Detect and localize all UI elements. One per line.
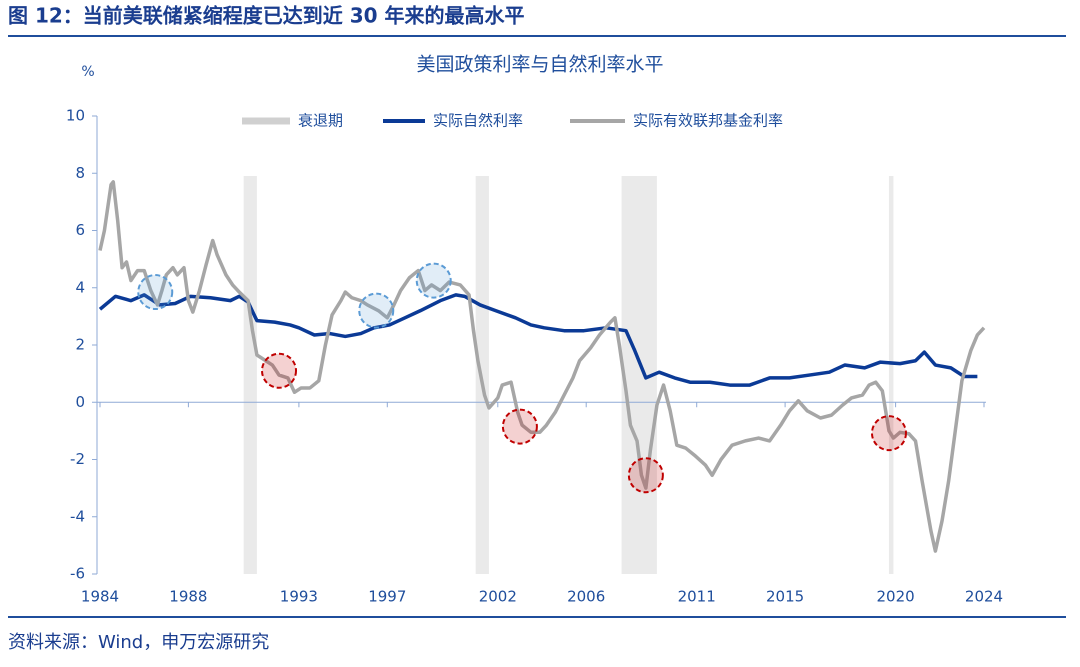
x-tick-label: 1997	[368, 588, 406, 606]
annotation-circle	[501, 408, 538, 445]
y-axis-label: %	[81, 64, 94, 80]
y-tick-label: -2	[70, 450, 85, 468]
source: 资料来源：Wind，申万宏源研究	[8, 632, 269, 653]
y-tick-label: 0	[75, 393, 85, 411]
y-tick-label: 10	[66, 107, 85, 125]
legend-label: 实际有效联邦基金利率	[633, 112, 783, 130]
recession-band	[888, 176, 894, 574]
recession-band	[243, 176, 257, 574]
legend-label: 衰退期	[298, 112, 343, 130]
x-tick-label: 2002	[479, 588, 517, 606]
series-line	[98, 293, 978, 387]
y-tick-label: 6	[75, 221, 85, 239]
x-tick-label: 2024	[965, 588, 1003, 606]
x-tick-label: 1993	[280, 588, 318, 606]
annotation-circle	[261, 352, 298, 389]
legend-label: 实际自然利率	[433, 112, 523, 130]
y-tick-label: -4	[70, 507, 85, 525]
series-line	[98, 180, 986, 553]
annotation-circle	[627, 457, 664, 494]
annotation-circle	[137, 274, 174, 311]
x-tick-label: 2015	[766, 588, 804, 606]
y-tick-label: -6	[70, 565, 85, 583]
annotation-circle	[358, 292, 395, 329]
annotation-circle	[870, 415, 907, 452]
x-tick-label: 2020	[877, 588, 915, 606]
x-tick-label: 1988	[169, 588, 207, 606]
chart-title: 美国政策利率与自然利率水平	[416, 54, 663, 76]
y-tick-label: 2	[75, 336, 85, 354]
x-tick-label: 1984	[81, 588, 119, 606]
x-tick-label: 2006	[567, 588, 605, 606]
y-tick-label: 8	[75, 164, 85, 182]
annotation-circle	[415, 262, 452, 299]
x-tick-label: 2011	[678, 588, 716, 606]
header-title: 图 12：当前美联储紧缩程度已达到近 30 年来的最高水平	[8, 4, 525, 28]
y-tick-label: 4	[75, 278, 85, 296]
